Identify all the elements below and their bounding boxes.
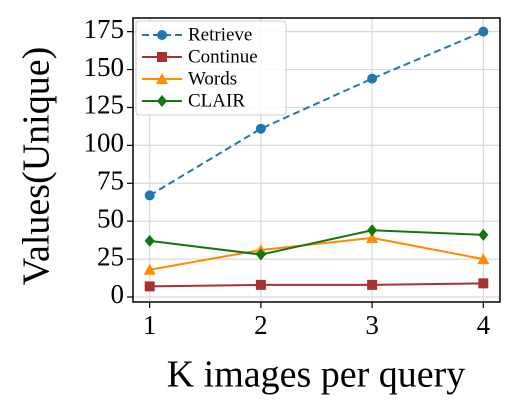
point: [478, 228, 489, 241]
point: [255, 279, 266, 290]
legend-frame: [135, 20, 287, 116]
x-tick-label: 1: [143, 310, 157, 340]
point: [367, 279, 378, 290]
legend-label: Continue: [188, 46, 258, 67]
point: [143, 263, 156, 275]
point: [477, 253, 490, 265]
point: [478, 26, 489, 37]
y-tick-label: 150: [84, 52, 125, 82]
y-tick-label: 175: [84, 14, 125, 44]
legend-label: Words: [188, 68, 237, 89]
x-tick-label: 2: [254, 310, 268, 340]
point: [144, 190, 155, 201]
y-axis-label: Values(Unique): [16, 47, 58, 285]
point: [255, 248, 266, 261]
point: [478, 278, 489, 289]
legend-marker: [157, 30, 167, 40]
series-line: [149, 229, 484, 256]
y-tick-label: 100: [84, 128, 125, 158]
y-tick-label: 0: [111, 279, 125, 309]
series-line: [149, 236, 484, 271]
x-tick-label: 4: [477, 310, 491, 340]
x-tick-label: 3: [365, 310, 379, 340]
point: [144, 234, 155, 247]
point: [144, 281, 155, 292]
y-tick-label: 125: [84, 90, 125, 120]
y-tick-label: 25: [97, 241, 124, 271]
legend-marker: [156, 73, 168, 84]
y-tick-label: 50: [97, 203, 124, 233]
legend-label: CLAIR: [188, 90, 245, 111]
point: [367, 224, 378, 237]
series-line: [149, 30, 484, 197]
point: [367, 73, 378, 84]
legend-label: Retrieve: [188, 24, 252, 45]
series-line: [149, 282, 484, 288]
y-tick-label: 75: [97, 165, 124, 195]
plot-frame: [132, 17, 501, 303]
point: [366, 231, 379, 243]
legend-marker: [157, 52, 167, 62]
x-axis-label: K images per query: [167, 354, 466, 396]
legend-marker: [157, 95, 167, 107]
point: [255, 123, 266, 134]
